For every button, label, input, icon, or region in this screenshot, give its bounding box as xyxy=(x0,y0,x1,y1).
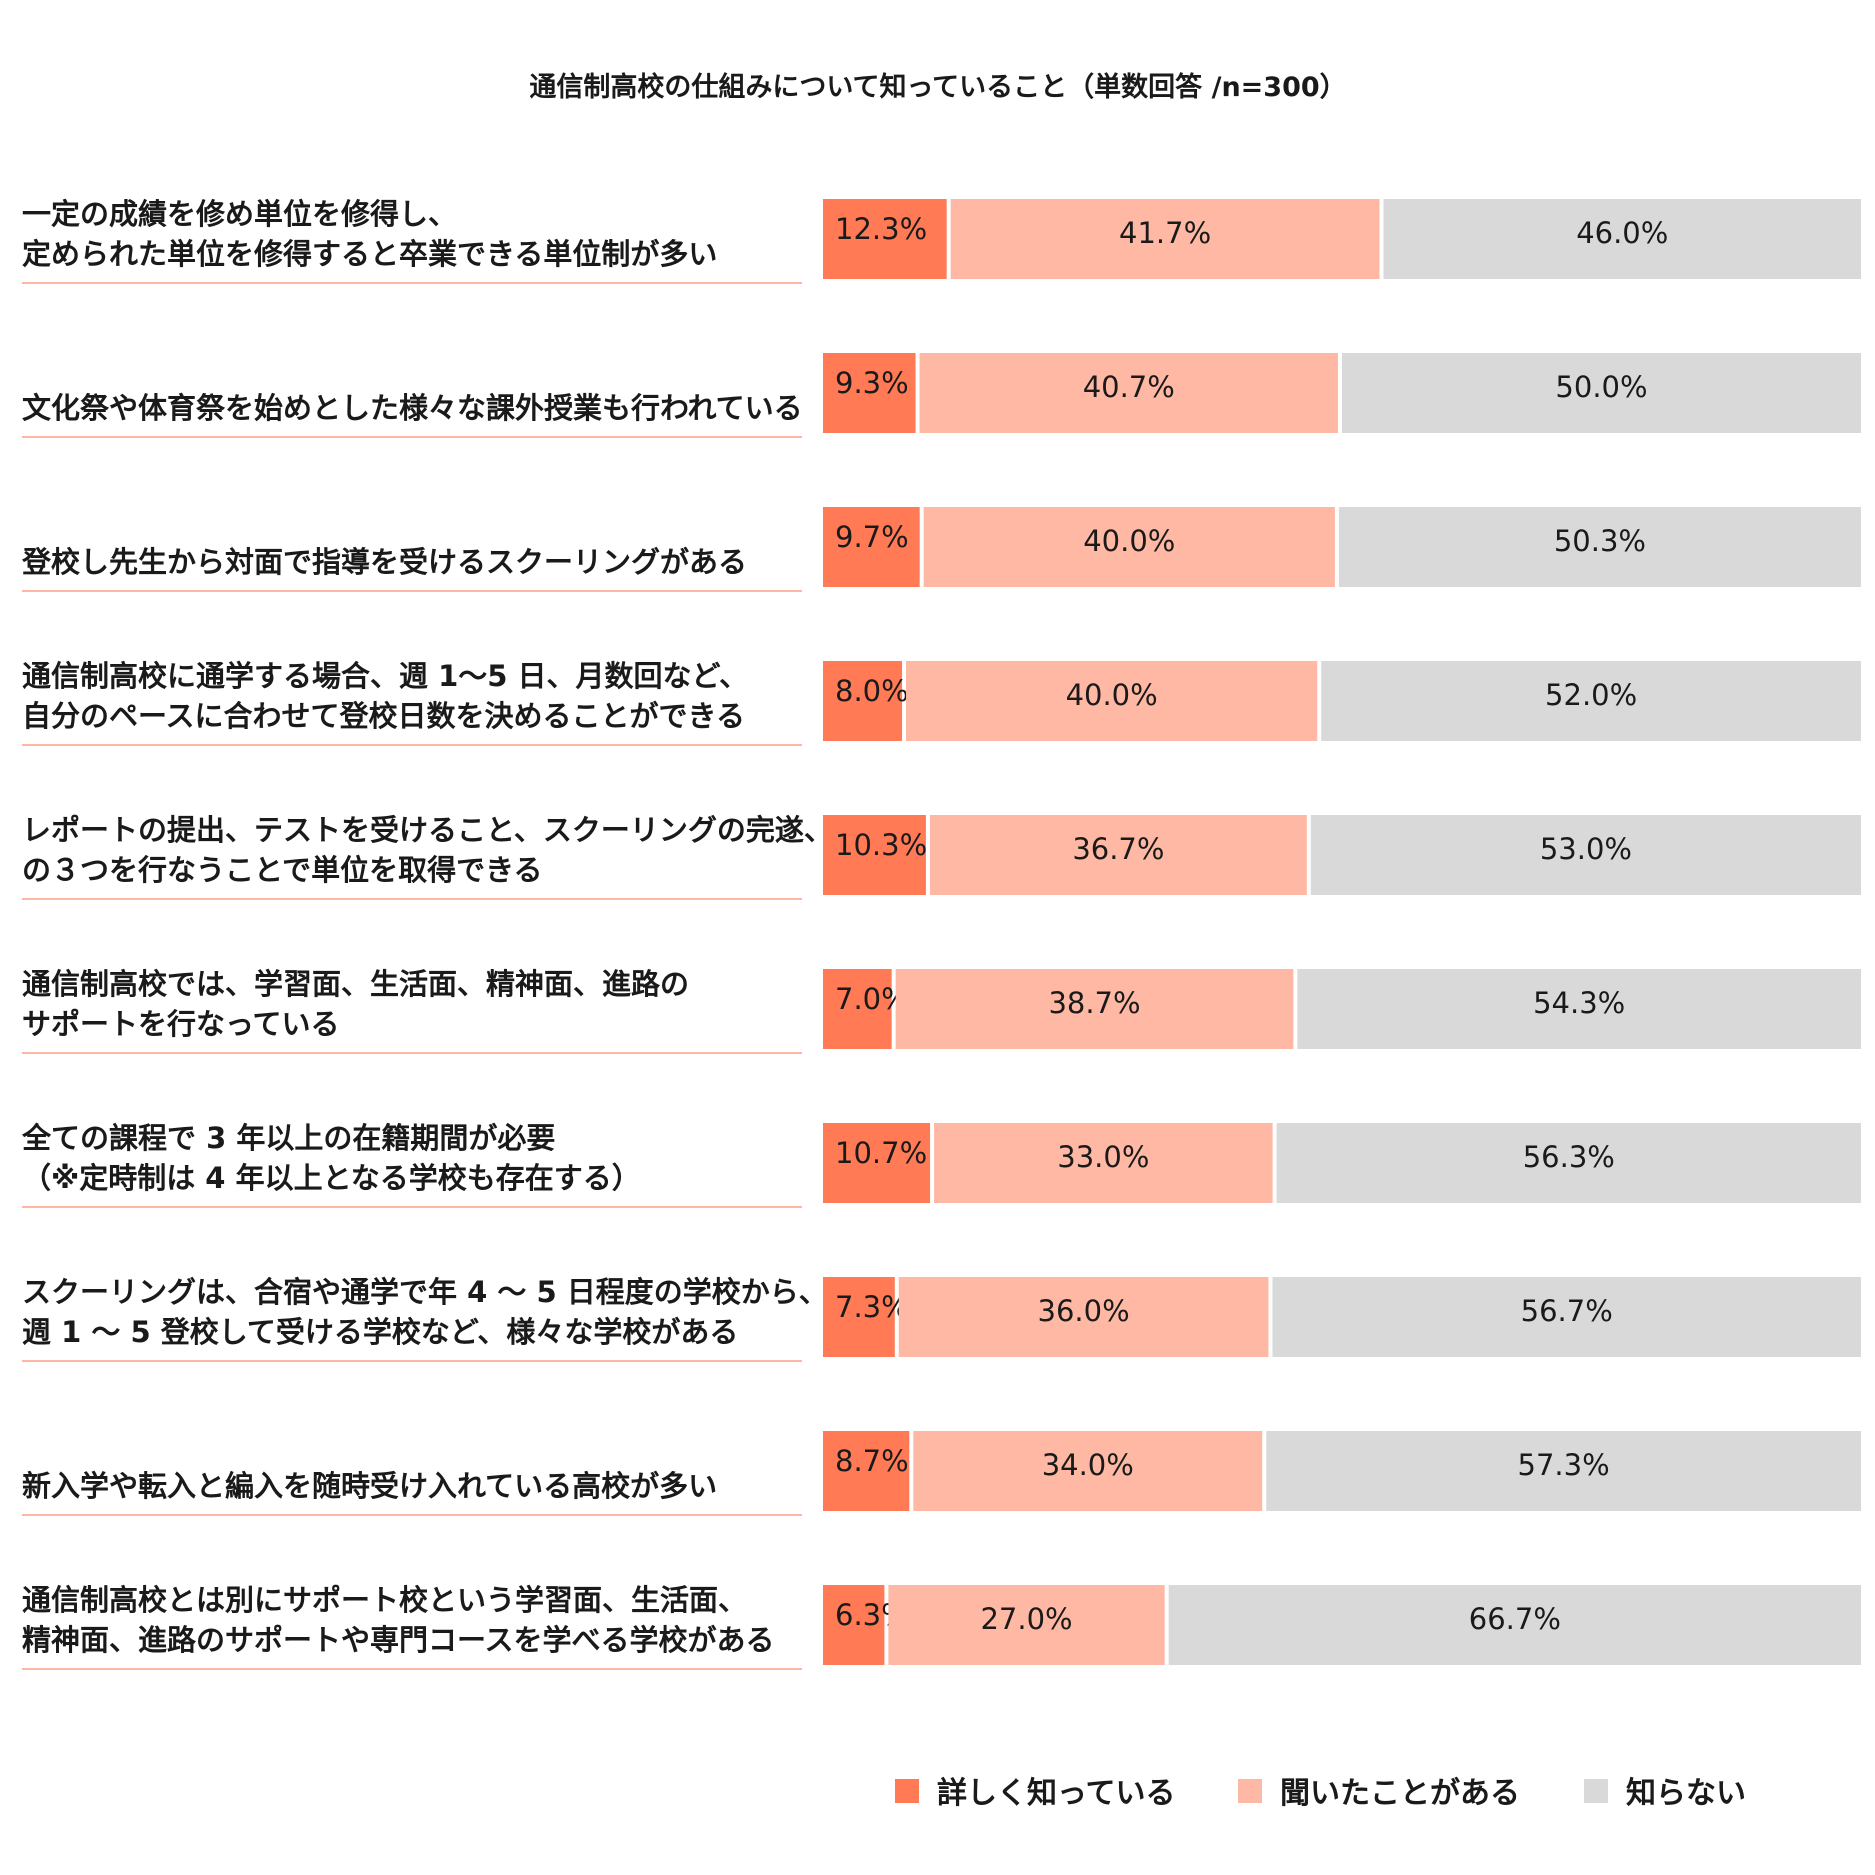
data-label: 53.0% xyxy=(1540,832,1632,866)
category-label: スクーリングは、合宿や通学で年 4 〜 5 日程度の学校から、 xyxy=(22,1275,828,1309)
legend-item: 詳しく知っている xyxy=(895,1776,1176,1811)
category-label: 定められた単位を修得すると卒業できる単位制が多い xyxy=(22,237,717,271)
data-label: 40.0% xyxy=(1083,524,1175,558)
bar-segment-detailed xyxy=(823,661,903,741)
legend-swatch xyxy=(895,1779,919,1803)
bar-segment-detailed xyxy=(823,1123,931,1203)
bar-segment-detailed xyxy=(823,199,947,279)
data-label: 8.0% xyxy=(835,674,909,708)
data-label: 46.0% xyxy=(1576,216,1668,250)
data-label: 50.0% xyxy=(1555,370,1647,404)
bar-segment-unknown xyxy=(1272,1277,1861,1357)
bar-segment-heard xyxy=(906,661,1318,741)
data-label: 12.3% xyxy=(835,212,927,246)
chart-rows: 一定の成績を修め単位を修得し、定められた単位を修得すると卒業できる単位制が多い 1… xyxy=(21,197,1861,1670)
bar-segment-unknown xyxy=(1338,507,1861,587)
bar-row: 文化祭や体育祭を始めとした様々な課外授業も行われている 9.3% 40.7% 50.0… xyxy=(22,353,1861,438)
bar-segment-heard xyxy=(929,815,1307,895)
bar-segment-unknown xyxy=(1297,969,1861,1049)
bar-segment-heard xyxy=(923,507,1335,587)
data-label: 66.7% xyxy=(1469,1602,1561,1636)
chart-legend: 詳しく知っている 聞いたことがある 知らない xyxy=(895,1776,1746,1811)
legend-swatch xyxy=(1238,1779,1262,1803)
chart-title: 通信制高校の仕組みについて知っていること（単数回答 /n=300） xyxy=(529,71,1346,103)
data-label: 27.0% xyxy=(980,1602,1072,1636)
bar-segment-unknown xyxy=(1383,199,1861,279)
data-label: 9.7% xyxy=(835,520,909,554)
data-label: 36.0% xyxy=(1038,1294,1130,1328)
bar-row: スクーリングは、合宿や通学で年 4 〜 5 日程度の学校から、週 1 〜 5 登… xyxy=(22,1275,1861,1362)
bar-segment-heard xyxy=(913,1431,1263,1511)
bar-segment-heard xyxy=(950,199,1380,279)
data-label: 52.0% xyxy=(1545,678,1637,712)
legend-item: 知らない xyxy=(1584,1776,1746,1811)
bar-row: 一定の成績を修め単位を修得し、定められた単位を修得すると卒業できる単位制が多い 1… xyxy=(22,197,1861,284)
bar-segment-heard xyxy=(898,1277,1269,1357)
bar-row: 通信制高校とは別にサポート校という学習面、生活面、精神面、進路のサポートや専門コ… xyxy=(22,1583,1861,1670)
bar-segment-unknown xyxy=(1321,661,1861,741)
data-label: 50.3% xyxy=(1554,524,1646,558)
data-label: 10.7% xyxy=(835,1136,927,1170)
category-label: （※定時制は 4 年以上となる学校も存在する） xyxy=(22,1161,641,1195)
data-label: 7.3% xyxy=(835,1290,909,1324)
bar-segment-detailed xyxy=(823,1585,885,1665)
category-label: 精神面、進路のサポートや専門コースを学べる学校がある xyxy=(22,1623,775,1657)
bar-segment-heard xyxy=(919,353,1338,433)
data-label: 8.7% xyxy=(835,1444,909,1478)
category-label: 通信制高校に通学する場合、週 1〜5 日、月数回など、 xyxy=(22,659,748,693)
bar-row: 登校し先生から対面で指導を受けるスクーリングがある 9.7% 40.0% 50.3% xyxy=(21,507,1861,592)
bar-segment-detailed xyxy=(823,1431,910,1511)
bar-row: 全ての課程で 3 年以上の在籍期間が必要 （※定時制は 4 年以上となる学校も存在… xyxy=(21,1121,1861,1208)
bar-segment-unknown xyxy=(1310,815,1861,895)
data-label: 36.7% xyxy=(1072,832,1164,866)
bar-segment-unknown xyxy=(1266,1431,1861,1511)
category-label: 新入学や転入と編入を随時受け入れている高校が多い xyxy=(22,1469,717,1503)
data-label: 10.3% xyxy=(835,828,927,862)
bar-segment-unknown xyxy=(1276,1123,1861,1203)
category-label: 一定の成績を修め単位を修得し、 xyxy=(22,197,457,231)
category-label: レポートの提出、テストを受けること、スクーリングの完遂、 xyxy=(22,813,833,847)
data-label: 41.7% xyxy=(1119,216,1211,250)
data-label: 56.7% xyxy=(1521,1294,1613,1328)
legend-label: 聞いたことがある xyxy=(1280,1776,1520,1811)
data-label: 33.0% xyxy=(1057,1140,1149,1174)
category-label: 自分のペースに合わせて登校日数を決めることができる xyxy=(22,699,745,733)
bar-row: レポートの提出、テストを受けること、スクーリングの完遂、の３つを行なうことで単位… xyxy=(22,813,1861,900)
data-label: 56.3% xyxy=(1523,1140,1615,1174)
bar-segment-unknown xyxy=(1168,1585,1861,1665)
data-label: 54.3% xyxy=(1533,986,1625,1020)
legend-label: 詳しく知っている xyxy=(937,1776,1176,1811)
bar-segment-heard xyxy=(934,1123,1273,1203)
bar-segment-detailed xyxy=(823,353,916,433)
category-label: 週 1 〜 5 登校して受ける学校など、様々な学校がある xyxy=(22,1315,738,1349)
legend-label: 知らない xyxy=(1626,1776,1746,1811)
bar-segment-detailed xyxy=(823,969,892,1049)
bar-segment-unknown xyxy=(1342,353,1861,433)
bar-segment-detailed xyxy=(823,507,920,587)
category-label: の３つを行なうことで単位を取得できる xyxy=(22,853,543,887)
data-label: 40.0% xyxy=(1066,678,1158,712)
data-label: 34.0% xyxy=(1042,1448,1134,1482)
category-label: 全ての課程で 3 年以上の在籍期間が必要 xyxy=(21,1121,555,1155)
data-label: 57.3% xyxy=(1518,1448,1610,1482)
category-label: 通信制高校では、学習面、生活面、精神面、進路の xyxy=(22,967,689,1001)
data-label: 9.3% xyxy=(835,366,909,400)
category-label: 通信制高校とは別にサポート校という学習面、生活面、 xyxy=(22,1583,747,1617)
bar-row: 新入学や転入と編入を随時受け入れている高校が多い 8.7% 34.0% 57.3% xyxy=(22,1431,1861,1516)
bar-segment-heard xyxy=(888,1585,1165,1665)
bar-segment-detailed xyxy=(823,1277,895,1357)
category-label: サポートを行なっている xyxy=(22,1007,340,1041)
category-label: 登校し先生から対面で指導を受けるスクーリングがある xyxy=(21,545,747,579)
bar-row: 通信制高校に通学する場合、週 1〜5 日、月数回など、自分のペースに合わせて登校… xyxy=(22,659,1861,746)
bar-segment-heard xyxy=(895,969,1294,1049)
data-label: 40.7% xyxy=(1083,370,1175,404)
legend-swatch xyxy=(1584,1779,1608,1803)
data-label: 38.7% xyxy=(1048,986,1140,1020)
category-label: 文化祭や体育祭を始めとした様々な課外授業も行われている xyxy=(22,391,803,425)
legend-item: 聞いたことがある xyxy=(1238,1776,1520,1811)
bar-segment-detailed xyxy=(823,815,926,895)
